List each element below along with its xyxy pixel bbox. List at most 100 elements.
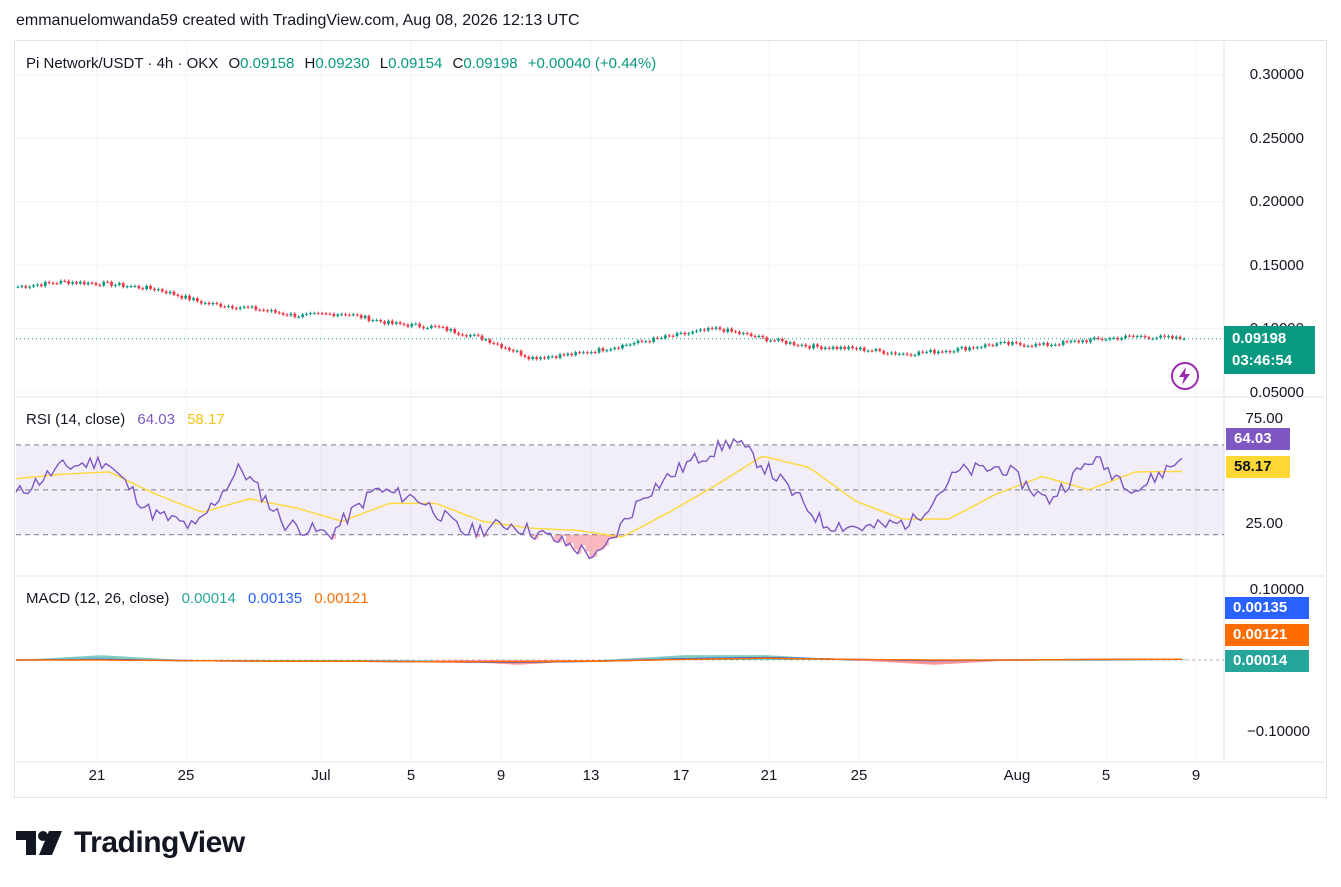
time-tick: 9 — [496, 767, 506, 784]
candle — [995, 343, 999, 346]
macd-histogram-bar — [628, 658, 633, 660]
macd-tag: 0.00135 — [1225, 597, 1309, 619]
macd-histogram-bar — [86, 655, 91, 660]
macd-histogram-bar — [651, 656, 656, 660]
open-label: O — [228, 55, 241, 72]
candle — [663, 335, 667, 339]
candle — [1065, 341, 1069, 343]
candle — [546, 356, 550, 359]
macd-histogram-bar — [682, 655, 687, 660]
candle — [640, 340, 644, 342]
macd-histogram-bar — [959, 660, 964, 664]
macd-histogram-bar — [913, 660, 917, 664]
candle — [582, 352, 585, 354]
macd-histogram-bar — [281, 660, 286, 661]
candle — [312, 313, 316, 315]
macd-signal-line — [16, 657, 1183, 663]
candle — [433, 325, 437, 327]
candle — [605, 350, 609, 352]
candle — [215, 303, 219, 305]
macd-histogram-bar — [698, 655, 703, 660]
macd-histogram-bar — [1123, 659, 1128, 661]
macd-histogram-bar — [374, 660, 379, 661]
candle — [449, 329, 453, 331]
macd-histogram-bar — [604, 659, 609, 661]
candle — [71, 282, 74, 284]
candle — [511, 350, 515, 352]
rsi-title[interactable]: RSI (14, close) — [26, 411, 126, 428]
macd-histogram-bar — [285, 660, 289, 661]
candle — [363, 315, 367, 319]
macd-histogram-bar — [881, 660, 886, 662]
candle — [281, 313, 285, 315]
candle — [398, 322, 402, 324]
candle — [1112, 337, 1116, 339]
candle — [527, 356, 531, 360]
lightning-icon[interactable] — [1170, 361, 1200, 391]
macd-histogram-bar — [164, 658, 169, 660]
candle — [761, 335, 765, 338]
candle — [168, 291, 172, 294]
macd-histogram-bar — [277, 660, 282, 661]
symbol-title[interactable]: Pi Network/USDT · 4h · OKX — [26, 55, 219, 72]
candle — [164, 291, 168, 294]
candle — [320, 313, 324, 315]
macd-histogram-bar — [425, 660, 430, 661]
candle — [656, 337, 659, 339]
candle — [160, 289, 164, 292]
candle — [894, 352, 897, 355]
candle — [870, 350, 874, 352]
macd-histogram-bar — [686, 655, 691, 660]
candle — [866, 350, 870, 352]
macd-histogram-bar — [144, 657, 149, 660]
macd-histogram-bar — [398, 660, 403, 661]
candle — [324, 313, 328, 315]
candle — [422, 326, 425, 329]
candle — [757, 335, 761, 337]
candle — [129, 286, 133, 288]
macd-histogram-bar — [78, 656, 83, 660]
candle — [816, 344, 819, 347]
candle — [402, 323, 406, 325]
candle — [242, 306, 246, 308]
candle — [250, 306, 254, 308]
macd-histogram-bar — [304, 660, 309, 661]
macd-histogram-bar — [608, 659, 613, 661]
macd-histogram-bar — [129, 656, 133, 660]
candle — [301, 314, 305, 317]
macd-histogram-bar — [261, 660, 266, 661]
candle — [780, 338, 784, 341]
low-value: 0.09154 — [388, 55, 443, 72]
candle — [773, 340, 776, 342]
candle — [624, 344, 628, 346]
candle — [445, 326, 449, 331]
candle — [714, 327, 718, 329]
candle — [660, 338, 663, 340]
macd-histogram-bar — [920, 660, 925, 665]
candle — [991, 344, 995, 346]
candle — [394, 322, 398, 324]
candle — [1174, 336, 1178, 339]
candle — [223, 306, 227, 308]
close-label: C — [452, 55, 464, 72]
macd-histogram-bar — [382, 660, 387, 661]
rsi-ma-line — [15, 456, 1183, 538]
candle — [800, 344, 804, 346]
macd-histogram-bar — [1084, 660, 1089, 661]
macd-title[interactable]: MACD (12, 26, close) — [26, 590, 170, 607]
close-value: 0.09198 — [463, 55, 518, 72]
change-value: +0.00040 (+0.44%) — [527, 55, 657, 72]
candle — [925, 351, 929, 353]
rsi-value: 64.03 — [137, 411, 175, 428]
candle — [562, 354, 566, 356]
candle — [340, 314, 344, 316]
macd-histogram-bar — [437, 660, 442, 661]
candle — [55, 283, 59, 285]
candle — [371, 320, 375, 322]
candle — [636, 340, 640, 344]
macd-histogram-bar — [117, 656, 122, 660]
macd-histogram-bar — [940, 660, 945, 665]
macd-histogram-bar — [690, 655, 695, 660]
candle — [480, 335, 484, 340]
